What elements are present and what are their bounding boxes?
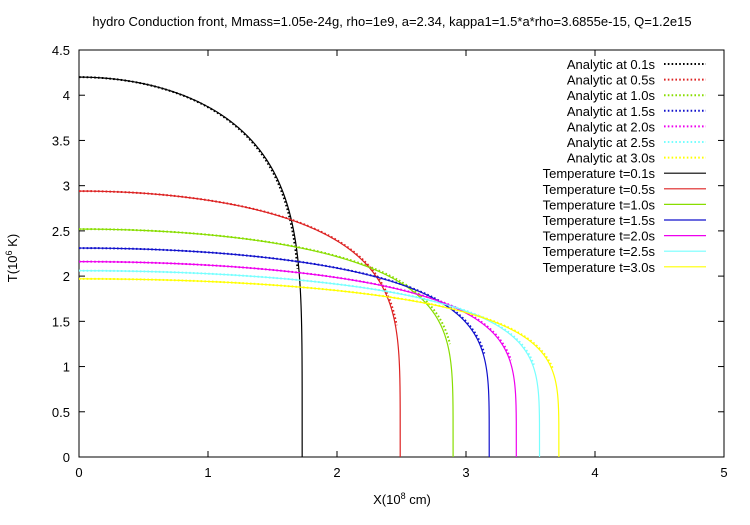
y-axis-label: T(106 K) [4, 234, 20, 282]
x-tick-label: 4 [591, 465, 598, 480]
series-layer [78, 76, 560, 458]
plot-border [78, 49, 725, 458]
legend-label: Temperature t=2.0s [543, 229, 656, 244]
y-axis-label-sup: 6 [4, 250, 14, 255]
x-tick-label: 3 [462, 465, 469, 480]
y-axis-label-prefix: T(10 [5, 255, 20, 282]
legend-label: Analytic at 3.0s [567, 151, 656, 166]
series-line-0 [78, 76, 299, 269]
legend-label: Analytic at 0.5s [567, 73, 656, 88]
y-tick-label: 1 [63, 360, 70, 375]
y-tick-label: 2 [63, 269, 70, 284]
series-line-2 [79, 228, 451, 345]
series-line-1 [78, 190, 398, 326]
series-line-10 [78, 247, 490, 458]
x-tick-label: 0 [75, 465, 82, 480]
y-tick-label: 2.5 [52, 224, 70, 239]
x-axis-label-suffix: cm) [406, 492, 431, 507]
series-line-4 [79, 260, 512, 361]
axis-ticks: 0 1 2 3 4 5 0 0.5 1 1.5 2 2.5 3 3.5 4 4.5 [52, 43, 728, 480]
y-tick-label: 4 [63, 88, 70, 103]
y-tick-label: 3.5 [52, 133, 70, 148]
y-tick-label: 4.5 [52, 43, 70, 58]
x-axis-label-prefix: X(10 [373, 492, 400, 507]
legend-label: Temperature t=2.5s [543, 244, 656, 259]
legend-label: Temperature t=0.5s [543, 182, 656, 197]
x-tick-label: 1 [204, 465, 211, 480]
legend-label: Analytic at 2.5s [567, 135, 656, 150]
series-line-5 [78, 269, 535, 366]
legend-label: Temperature t=3.0s [543, 260, 656, 275]
x-axis-label-sup: 8 [401, 491, 406, 501]
legend-label: Temperature t=1.5s [543, 213, 656, 228]
x-tick-label: 2 [333, 465, 340, 480]
x-axis-label: X(108 cm) [373, 491, 431, 507]
legend-label: Analytic at 2.0s [567, 119, 656, 134]
legend-label: Temperature t=0.1s [543, 166, 656, 181]
plot-frame [78, 49, 725, 458]
y-tick-label: 3 [63, 179, 70, 194]
y-tick-label: 0.5 [52, 405, 70, 420]
x-tick-label: 5 [720, 465, 727, 480]
legend-label: Analytic at 1.0s [567, 88, 656, 103]
y-axis-label-suffix: K) [5, 234, 20, 251]
chart-title: hydro Conduction front, Mmass=1.05e-24g,… [92, 14, 691, 29]
series-line-13 [78, 278, 560, 458]
legend-label: Analytic at 0.1s [567, 57, 656, 72]
series-line-12 [78, 270, 541, 458]
y-tick-label: 0 [63, 450, 70, 465]
series-line-11 [79, 261, 517, 458]
y-tick-label: 1.5 [52, 314, 70, 329]
series-line-8 [78, 190, 401, 458]
legend-label: Temperature t=1.0s [543, 197, 656, 212]
legend-label: Analytic at 1.5s [567, 104, 656, 119]
series-line-7 [78, 76, 303, 458]
series-line-9 [79, 228, 454, 458]
